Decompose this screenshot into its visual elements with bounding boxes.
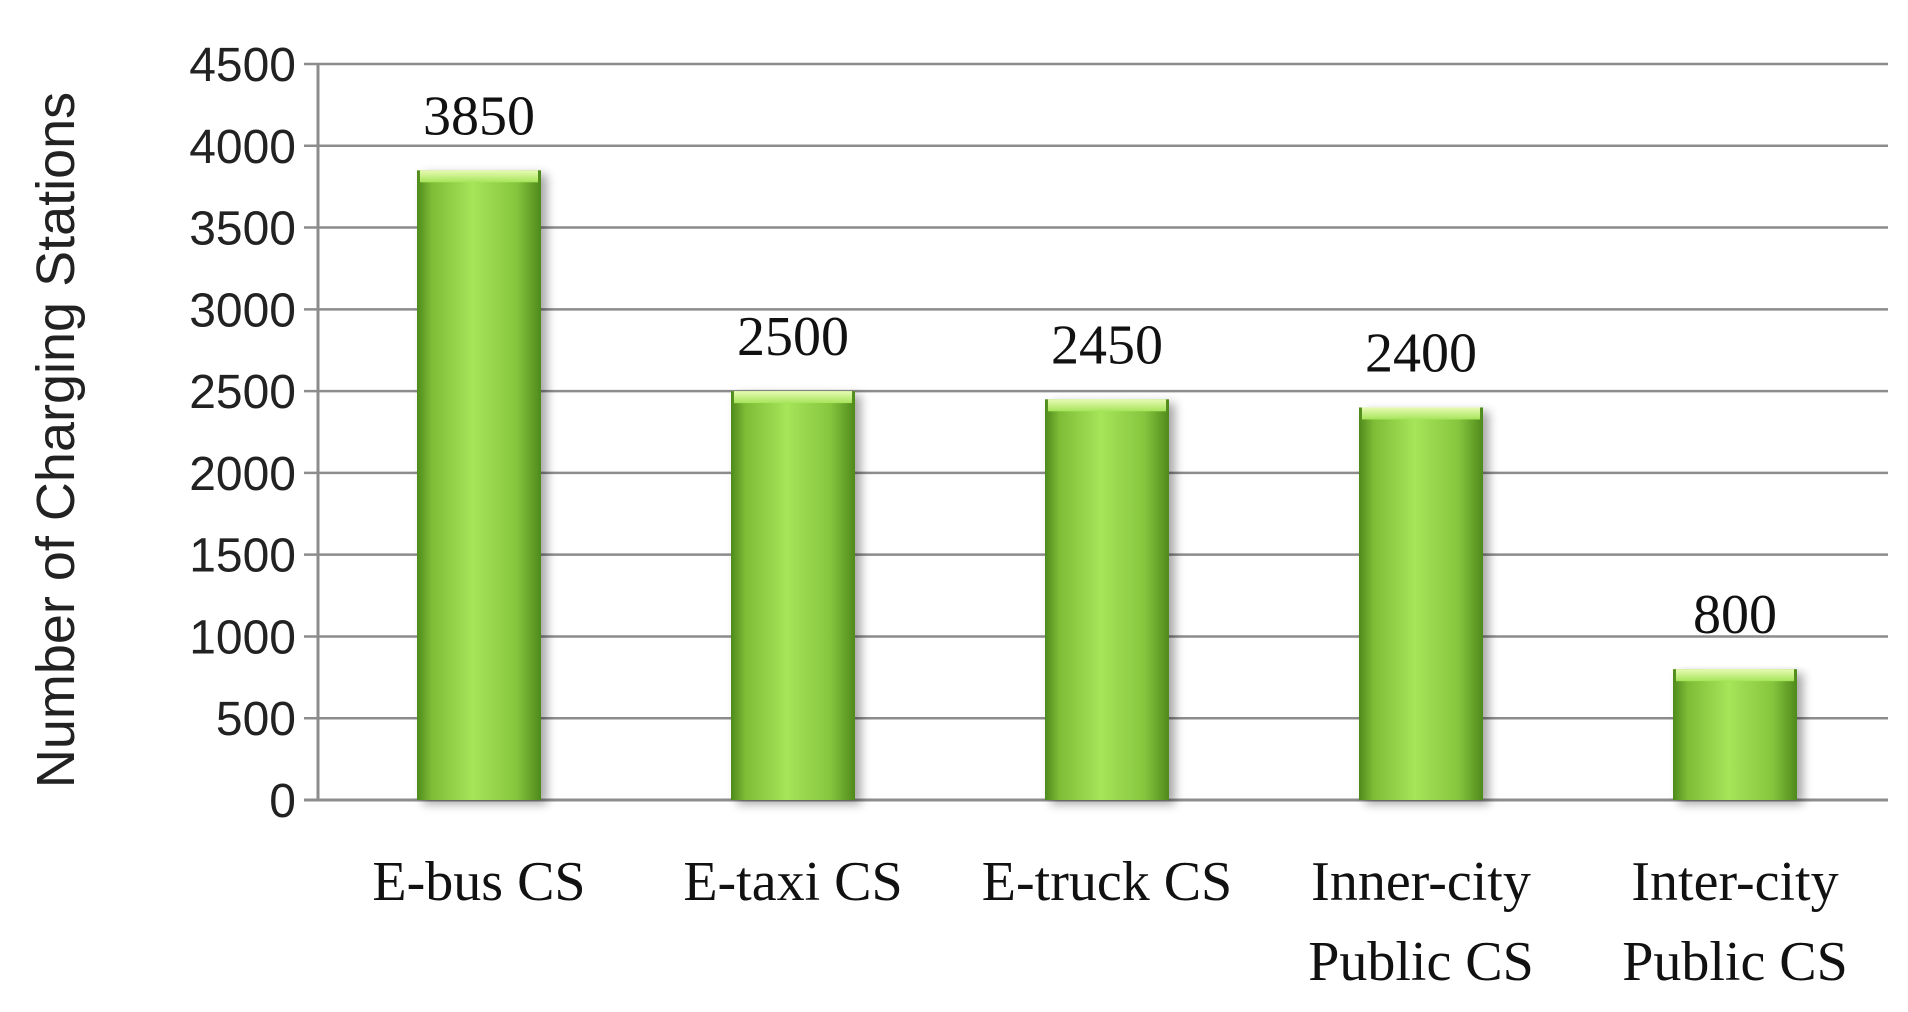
bars xyxy=(417,170,1797,801)
y-tick-label: 3500 xyxy=(189,203,296,256)
bar-highlight xyxy=(734,391,852,404)
bar-highlight xyxy=(1362,407,1480,420)
bar xyxy=(1673,669,1797,800)
y-tick-label: 4500 xyxy=(189,39,296,92)
data-label: 2500 xyxy=(737,306,849,368)
y-tick-label: 0 xyxy=(269,775,296,828)
bar-highlight xyxy=(1676,669,1794,682)
x-tick-label: E-taxi CS xyxy=(683,851,902,913)
bar-highlight xyxy=(420,170,538,183)
data-label: 2450 xyxy=(1051,314,1163,376)
bar-highlight xyxy=(1048,399,1166,412)
bar xyxy=(417,170,541,801)
y-tick-label: 1500 xyxy=(189,530,296,583)
bar xyxy=(1045,399,1169,800)
data-label: 800 xyxy=(1693,584,1777,646)
y-tick-label: 2500 xyxy=(189,366,296,419)
y-tick-label: 3000 xyxy=(189,284,296,337)
bar-body xyxy=(1045,399,1169,800)
x-axis-ticks: E-bus CS E-taxi CS E-truck CS Inner-city Pub… xyxy=(372,851,1847,993)
y-axis-label: Number of Charging Stations xyxy=(26,92,86,788)
y-tick-label: 500 xyxy=(216,693,296,746)
bar xyxy=(731,391,855,800)
bar-body xyxy=(731,391,855,800)
bar-body xyxy=(1673,669,1797,800)
bar-body xyxy=(417,170,541,801)
x-tick-label: E-bus CS xyxy=(372,851,585,913)
data-label: 3850 xyxy=(423,85,535,147)
bar xyxy=(1359,407,1483,800)
data-labels: 3850 2500 2450 2400 800 xyxy=(423,85,1777,646)
x-tick-label: Inter-city Public CS xyxy=(1622,851,1848,993)
x-tick-label: Inner-city Public CS xyxy=(1308,851,1534,993)
bar-body xyxy=(1359,407,1483,800)
y-tick-label: 1000 xyxy=(189,611,296,664)
x-tick-label: E-truck CS xyxy=(982,851,1232,913)
y-tick-label: 4000 xyxy=(189,121,296,174)
data-label: 2400 xyxy=(1365,322,1477,384)
y-axis-ticks: 0 500 1000 1500 2000 2500 3000 3500 4000 4500 xyxy=(189,39,296,828)
y-tick-label: 2000 xyxy=(189,448,296,501)
